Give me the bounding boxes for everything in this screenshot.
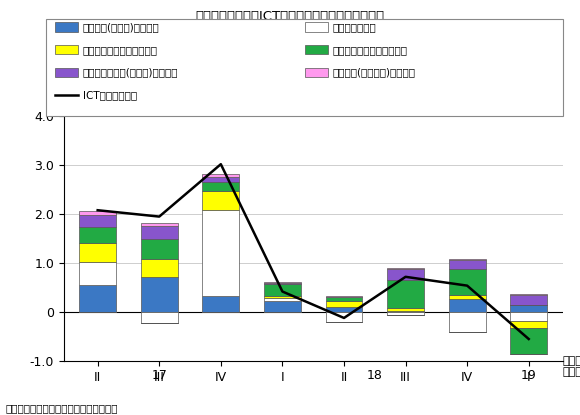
Bar — [325, 296, 362, 297]
Bar — [202, 182, 240, 190]
Text: 半導体等製造装置・寄与度: 半導体等製造装置・寄与度 — [332, 45, 407, 55]
Bar — [387, 280, 424, 308]
Bar — [202, 296, 240, 312]
Bar — [264, 282, 301, 283]
Bar — [510, 305, 547, 312]
Bar — [202, 210, 240, 296]
Bar — [387, 308, 424, 311]
Bar — [264, 298, 301, 301]
Text: 記録媒体(含記録済)・寄与度: 記録媒体(含記録済)・寄与度 — [332, 68, 415, 78]
Bar — [264, 301, 301, 312]
Bar — [510, 321, 547, 328]
Bar — [510, 294, 547, 295]
Bar — [79, 261, 116, 285]
Text: （期）: （期） — [563, 356, 580, 366]
Text: 17: 17 — [151, 369, 167, 382]
Bar — [325, 297, 362, 298]
Bar — [202, 190, 240, 210]
Bar — [264, 283, 301, 284]
Bar — [79, 227, 116, 243]
Text: （年）: （年） — [563, 367, 580, 377]
Bar — [141, 312, 177, 323]
Bar — [141, 277, 177, 312]
Bar — [141, 259, 177, 277]
Bar — [202, 174, 240, 178]
Bar — [264, 296, 301, 298]
Text: 音響・映像機器(含部品)・寄与度: 音響・映像機器(含部品)・寄与度 — [83, 68, 179, 78]
Bar — [79, 285, 116, 312]
Bar — [79, 211, 116, 215]
Text: （出所）財務省「貿易統計」から作成。: （出所）財務省「貿易統計」から作成。 — [6, 403, 118, 413]
Bar — [141, 226, 177, 239]
Bar — [387, 311, 424, 312]
Bar — [510, 312, 547, 321]
Text: 半導体等電子部品・寄与度: 半導体等電子部品・寄与度 — [83, 45, 158, 55]
Bar — [449, 260, 485, 269]
Text: 電算機類(含部品)・寄与度: 電算機類(含部品)・寄与度 — [83, 22, 160, 32]
Bar — [202, 178, 240, 182]
Bar — [79, 243, 116, 261]
Text: ICT関連・寄与度: ICT関連・寄与度 — [83, 90, 137, 100]
Bar — [325, 307, 362, 312]
Bar — [325, 301, 362, 307]
Bar — [141, 223, 177, 226]
Bar — [79, 215, 116, 227]
Bar — [264, 284, 301, 296]
Bar — [141, 239, 177, 259]
Bar — [325, 312, 362, 322]
Text: 18: 18 — [367, 369, 383, 382]
Text: （%）: （%） — [50, 106, 74, 116]
Text: 輸入総額に占めるICT関連輸入（品目別）の寄与度: 輸入総額に占めるICT関連輸入（品目別）の寄与度 — [195, 10, 385, 23]
Bar — [449, 295, 485, 299]
Bar — [387, 312, 424, 315]
Bar — [325, 298, 362, 301]
Bar — [449, 312, 485, 332]
Bar — [387, 268, 424, 269]
Bar — [449, 299, 485, 312]
Bar — [510, 328, 547, 354]
Bar — [387, 269, 424, 280]
Bar — [510, 295, 547, 305]
Bar — [449, 259, 485, 260]
Text: 通信機・寄与度: 通信機・寄与度 — [332, 22, 376, 32]
Bar — [449, 269, 485, 295]
Text: 19: 19 — [521, 369, 536, 382]
